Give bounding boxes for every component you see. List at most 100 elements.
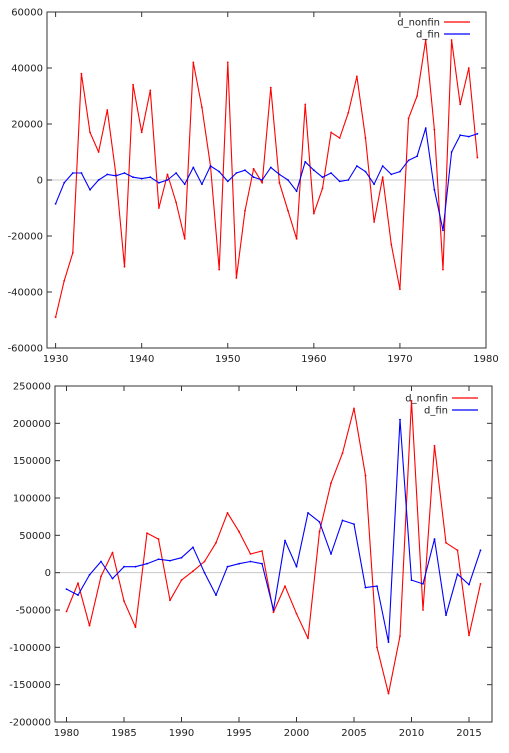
data-point-d_nonfin xyxy=(341,452,344,455)
data-point-d_nonfin xyxy=(201,106,203,109)
data-point-d_fin xyxy=(249,560,252,563)
data-point-d_fin xyxy=(209,165,212,167)
y-tick-label: 100000 xyxy=(13,494,51,505)
data-point-d_fin xyxy=(77,594,79,596)
data-point-d_nonfin xyxy=(476,156,479,159)
data-point-d_nonfin xyxy=(77,582,79,585)
data-point-d_fin xyxy=(215,594,217,596)
x-tick-label: 2010 xyxy=(399,728,424,739)
plot-frame xyxy=(54,385,493,723)
data-point-d_fin xyxy=(295,565,298,568)
y-tick-label: -100000 xyxy=(9,643,51,654)
data-point-d_nonfin xyxy=(295,612,298,615)
data-point-d_fin xyxy=(235,172,238,174)
data-point-d_nonfin xyxy=(166,173,169,176)
data-point-d_fin xyxy=(456,573,459,576)
data-point-d_fin xyxy=(192,546,194,549)
y-tick-label: 250000 xyxy=(13,382,51,393)
data-point-d_nonfin xyxy=(65,610,68,613)
data-point-d_nonfin xyxy=(278,181,281,184)
data-point-d_nonfin xyxy=(399,288,401,291)
data-point-d_nonfin xyxy=(218,268,221,271)
data-point-d_nonfin xyxy=(123,265,126,268)
legend-label: d_nonfin xyxy=(397,18,440,29)
data-point-d_nonfin xyxy=(284,585,286,588)
data-point-d_fin xyxy=(318,520,321,523)
y-tick-label: 150000 xyxy=(13,456,51,467)
data-point-d_nonfin xyxy=(252,167,255,170)
data-point-d_nonfin xyxy=(235,277,238,279)
data-point-d_nonfin xyxy=(169,599,171,602)
data-point-d_nonfin xyxy=(479,582,482,585)
data-point-d_nonfin xyxy=(158,207,160,209)
x-tick-label: 1990 xyxy=(169,728,194,739)
data-point-d_fin xyxy=(54,202,57,205)
data-point-d_nonfin xyxy=(468,634,470,637)
data-point-d_fin xyxy=(100,560,102,563)
data-point-d_nonfin xyxy=(330,131,332,134)
data-point-d_fin xyxy=(387,641,390,644)
data-point-d_fin xyxy=(450,151,453,153)
data-point-d_nonfin xyxy=(244,209,246,212)
data-point-d_fin xyxy=(238,562,240,565)
data-point-d_fin xyxy=(410,579,413,582)
data-point-d_nonfin xyxy=(364,137,367,139)
data-point-d_fin xyxy=(459,134,462,137)
data-point-d_nonfin xyxy=(433,128,436,131)
data-point-d_nonfin xyxy=(149,89,152,92)
data-point-d_fin xyxy=(80,172,83,174)
data-point-d_fin xyxy=(252,176,255,179)
y-tick-label: -60000 xyxy=(8,344,43,355)
x-tick-label: 1980 xyxy=(54,728,79,739)
data-point-d_nonfin xyxy=(450,39,453,41)
data-point-d_nonfin xyxy=(312,212,315,215)
legend-label: d_fin xyxy=(416,30,440,41)
data-point-d_fin xyxy=(158,181,160,184)
data-point-d_fin xyxy=(284,539,286,542)
x-tick-label: 2015 xyxy=(456,728,481,739)
y-tick-label: -20000 xyxy=(8,232,43,243)
data-point-d_nonfin xyxy=(445,541,447,544)
data-point-d_fin xyxy=(146,562,148,565)
data-point-d_fin xyxy=(407,159,410,162)
y-tick-label: -50000 xyxy=(16,606,51,617)
data-point-d_nonfin xyxy=(376,646,378,649)
data-point-d_fin xyxy=(149,176,152,179)
data-point-d_nonfin xyxy=(295,237,298,240)
data-point-d_nonfin xyxy=(399,635,401,638)
data-point-d_nonfin xyxy=(97,151,100,153)
data-point-d_nonfin xyxy=(192,570,194,573)
data-point-d_fin xyxy=(312,169,315,172)
data-point-d_nonfin xyxy=(442,268,444,271)
data-point-d_fin xyxy=(226,180,229,183)
data-point-d_fin xyxy=(132,176,134,179)
data-point-d_nonfin xyxy=(140,131,143,134)
data-point-d_nonfin xyxy=(123,600,125,602)
data-point-d_nonfin xyxy=(146,532,148,534)
data-point-d_nonfin xyxy=(132,83,134,86)
data-point-d_nonfin xyxy=(183,237,186,240)
data-point-d_nonfin xyxy=(157,538,160,540)
y-tick-label: -150000 xyxy=(9,680,51,691)
data-point-d_nonfin xyxy=(269,86,272,89)
data-point-d_nonfin xyxy=(54,316,57,319)
data-point-d_nonfin xyxy=(407,117,410,120)
data-point-d_fin xyxy=(390,173,393,176)
data-point-d_nonfin xyxy=(422,609,424,611)
data-point-d_fin xyxy=(89,188,91,191)
data-point-d_fin xyxy=(65,588,68,590)
data-point-d_fin xyxy=(433,188,436,191)
data-point-d_fin xyxy=(433,538,436,540)
legend-label: d_nonfin xyxy=(405,394,448,405)
data-point-d_nonfin xyxy=(318,530,321,533)
data-point-d_nonfin xyxy=(304,103,307,106)
data-point-d_fin xyxy=(445,614,447,617)
data-point-d_fin xyxy=(183,183,186,186)
data-point-d_nonfin xyxy=(249,553,252,555)
x-tick-label: 2005 xyxy=(341,728,366,739)
data-point-d_fin xyxy=(261,179,264,181)
data-point-d_nonfin xyxy=(272,611,275,614)
data-point-d_fin xyxy=(424,127,427,130)
y-tick-label: 40000 xyxy=(11,64,43,75)
